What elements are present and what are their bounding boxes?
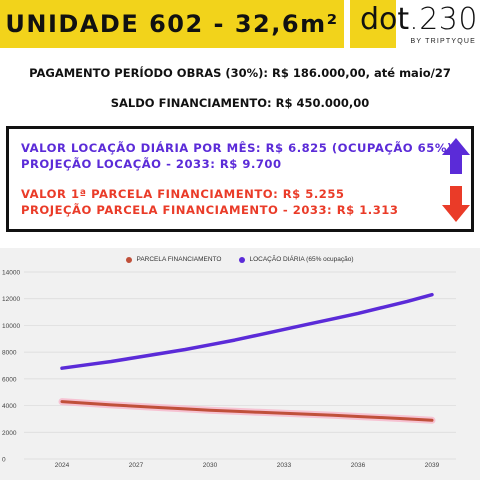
construction-payment-line: PAGAMENTO PERÍODO OBRAS (30%): R$ 186.00…: [29, 66, 451, 80]
installment-projection-line: PROJEÇÃO PARCELA FINANCIAMENTO - 2033: R…: [21, 203, 399, 217]
logo-wordmark: dot.230: [360, 4, 478, 36]
y-tick-label: 2000: [2, 430, 17, 437]
y-tick-label: 6000: [2, 376, 17, 383]
legend-marker-financing: [126, 256, 133, 263]
arrow-up-icon: [442, 138, 470, 174]
x-tick-label: 2039: [425, 462, 440, 469]
logo-subtitle: BY TRIPTYQUE: [410, 38, 476, 45]
brand-logo: dot.230 BY TRIPTYQUE: [348, 0, 480, 48]
legend-label-rental: LOCAÇÃO DIÁRIA (65% ocupação): [249, 256, 354, 263]
legend-item-financing: PARCELA FINANCIAMENTO: [126, 256, 221, 263]
rental-value-line: VALOR LOCAÇÃO DIÁRIA POR MÊS: R$ 6.825 (…: [21, 141, 453, 155]
series-line-rental: [60, 292, 434, 370]
legend-item-rental: LOCAÇÃO DIÁRIA (65% ocupação): [239, 256, 354, 263]
chart-area: PARCELA FINANCIAMENTO LOCAÇÃO DIÁRIA (65…: [0, 248, 480, 480]
page-title: UNIDADE 602 - 32,6m²: [5, 10, 339, 38]
logo-accent-block: [350, 0, 396, 48]
line-chart: 0 2000 4000 6000 8000 10000 12000 14000 2024 2027…: [2, 270, 456, 469]
legend-marker-rental: [239, 256, 246, 263]
y-tick-label: 12000: [2, 296, 20, 303]
y-tick-label: 8000: [2, 350, 17, 357]
x-tick-label: 2033: [277, 462, 292, 469]
y-tick-label: 0: [2, 457, 6, 464]
financing-balance-line: SALDO FINANCIAMENTO: R$ 450.000,00: [110, 96, 370, 110]
y-tick-label: 4000: [2, 403, 17, 410]
logo-dot-text: dot: [360, 2, 410, 37]
legend-label-financing: PARCELA FINANCIAMENTO: [136, 256, 222, 263]
y-tick-label: 10000: [2, 323, 20, 330]
x-tick-label: 2024: [55, 462, 70, 469]
series-line-financing: [60, 400, 434, 422]
logo-number-text: .230: [409, 2, 478, 37]
installment-value-line: VALOR 1ª PARCELA FINANCIAMENTO: R$ 5.255: [21, 187, 345, 201]
x-tick-label: 2036: [351, 462, 366, 469]
x-tick-label: 2030: [203, 462, 218, 469]
y-tick-label: 14000: [2, 270, 20, 277]
projection-panel: VALOR LOCAÇÃO DIÁRIA POR MÊS: R$ 6.825 (…: [6, 126, 474, 232]
chart-legend: PARCELA FINANCIAMENTO LOCAÇÃO DIÁRIA (65…: [0, 256, 480, 263]
rental-projection-line: PROJEÇÃO LOCAÇÃO - 2033: R$ 9.700: [21, 157, 282, 171]
arrow-down-icon: [442, 186, 470, 222]
title-banner: UNIDADE 602 - 32,6m²: [0, 0, 344, 48]
x-tick-label: 2027: [129, 462, 144, 469]
